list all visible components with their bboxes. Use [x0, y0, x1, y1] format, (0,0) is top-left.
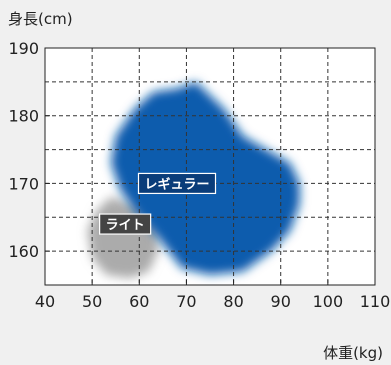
- grid-layer: [45, 48, 375, 285]
- x-tick-label: 90: [271, 292, 291, 311]
- y-axis-title: 身長(cm): [8, 10, 73, 28]
- region-label-regular: レギュラー: [137, 172, 217, 195]
- region-label-box: [99, 213, 152, 235]
- x-tick-label: 100: [313, 292, 344, 311]
- region-label-text: ライト: [106, 218, 145, 233]
- y-tick-label: 190: [8, 39, 39, 58]
- x-tick-label: 50: [82, 292, 102, 311]
- region-label-box: [137, 172, 217, 195]
- region-label-text: レギュラー: [144, 176, 209, 192]
- x-tick-label: 40: [35, 292, 55, 311]
- x-tick-label: 60: [129, 292, 149, 311]
- y-tick-label: 170: [8, 174, 39, 193]
- y-tick-label: 160: [8, 242, 39, 261]
- x-tick-label: 70: [176, 292, 196, 311]
- x-tick-label: 110: [360, 292, 391, 311]
- x-axis-title: 体重(kg): [323, 344, 383, 362]
- region-label-light: ライト: [99, 213, 152, 235]
- ticks-layer: 40 50 60 70 80 90 100 110 160 170 180 190: [8, 39, 390, 311]
- y-tick-label: 180: [8, 107, 39, 126]
- x-tick-label: 80: [223, 292, 243, 311]
- plot-frame: [44, 47, 376, 286]
